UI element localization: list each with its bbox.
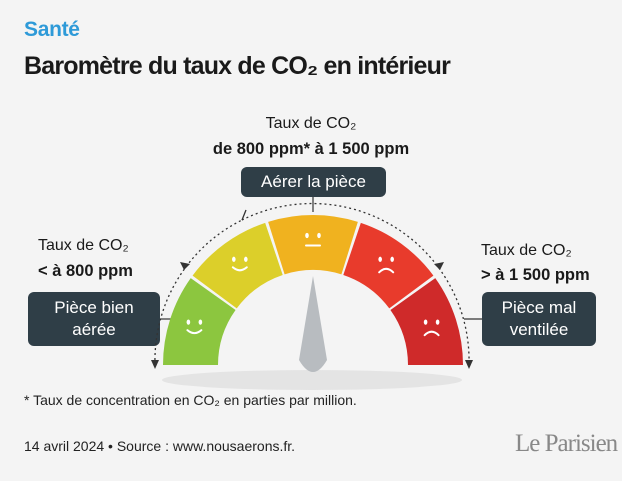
gauge-segment-2 — [192, 222, 283, 309]
left-advice-line1: Pièce bien — [54, 297, 134, 317]
source-line: 14 avril 2024 • Source : www.nousaerons.… — [24, 438, 296, 454]
left-mid-arrow — [180, 262, 190, 270]
gauge-segment-4 — [343, 222, 434, 309]
publisher-logo: Le Parisien — [515, 430, 618, 457]
right-advice-line2: ventilée — [509, 320, 569, 339]
right-advice-box: Pièce mal ventilée — [482, 292, 596, 346]
left-range: < à 800 ppm — [38, 262, 133, 280]
gauge-shadow — [162, 370, 462, 390]
happy-face-icon — [186, 319, 203, 335]
sad-face-icon — [378, 256, 395, 274]
right-range: > à 1 500 ppm — [481, 266, 590, 284]
neutral-face-icon — [305, 232, 321, 247]
top-label: Taux de CO₂ — [265, 115, 357, 132]
right-mid-arrow — [434, 262, 444, 270]
section-kicker: Santé — [24, 18, 80, 41]
left-label: Taux de CO₂ — [38, 237, 129, 254]
left-advice-box: Pièce bien aérée — [28, 292, 160, 346]
left-guide-tick — [241, 209, 247, 221]
left-arrow-head — [151, 360, 159, 369]
sad-face-icon — [423, 319, 440, 337]
happy-face-icon — [231, 256, 248, 272]
gauge-needle — [299, 276, 327, 372]
right-label: Taux de CO₂ — [481, 242, 572, 259]
right-arrow-head — [465, 360, 473, 369]
left-guide-arc — [154, 219, 243, 366]
right-guide-arc — [381, 219, 470, 366]
footnote: * Taux de concentration en CO₂ en partie… — [24, 392, 357, 408]
right-advice-line1: Pièce mal — [501, 297, 577, 317]
left-advice-line2: aérée — [72, 320, 116, 339]
top-advice: Aérer la pièce — [261, 171, 366, 191]
top-advice-box: Aérer la pièce — [241, 167, 386, 197]
page-title: Baromètre du taux de CO₂ en intérieur — [24, 52, 451, 80]
top-range: de 800 ppm* à 1 500 ppm — [212, 140, 410, 158]
